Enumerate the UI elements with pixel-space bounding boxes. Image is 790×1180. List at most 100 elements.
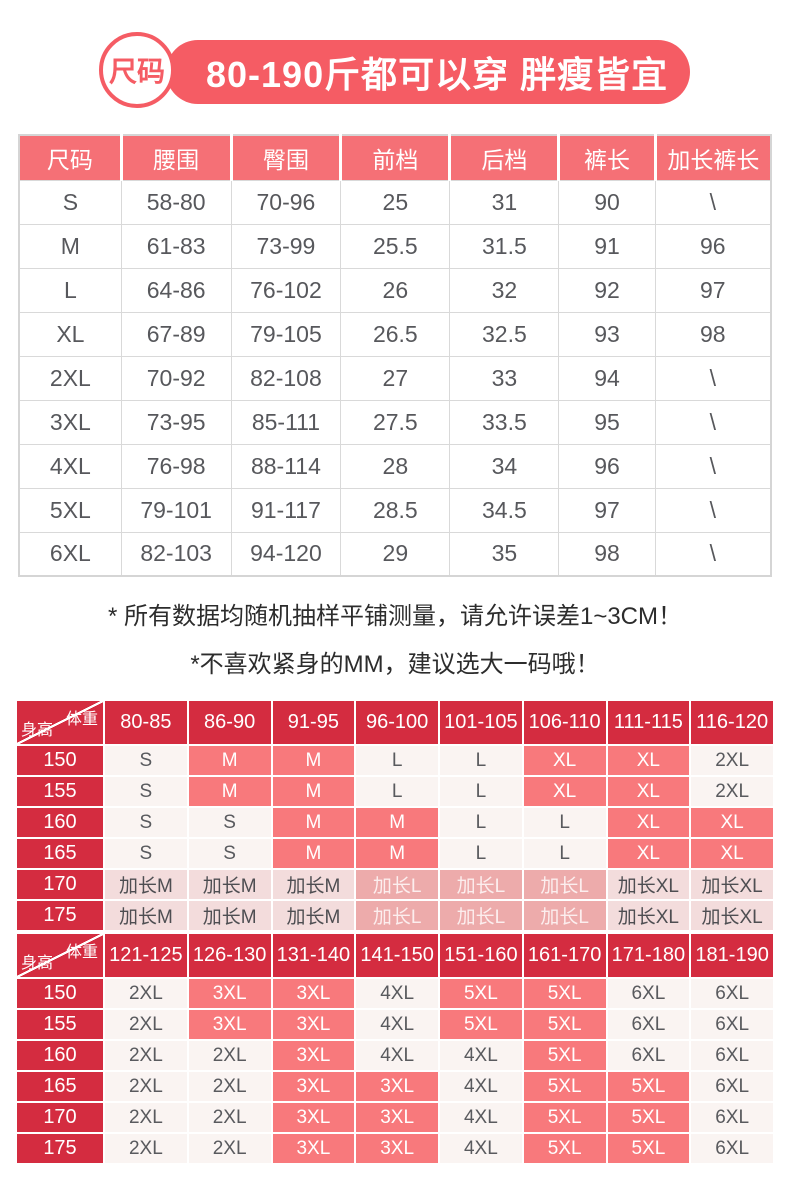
height-weight-matrix-121-190: 体重 身高 121-125 126-130 131-140 141-150 151-160 1… xyxy=(15,932,775,1165)
size-table-head: 尺码 腰围 臀围 前档 后档 裤长 加长裤长 xyxy=(19,135,771,181)
matrix-weight-header: 101-105 xyxy=(438,699,524,746)
size-table-cell: 90 xyxy=(558,179,656,225)
size-table-header-cell: 后档 xyxy=(449,135,561,181)
matrix-weight-header: 111-115 xyxy=(605,699,692,746)
matrix-size-cell: L xyxy=(354,775,440,808)
size-table-cell: 3XL xyxy=(18,399,122,445)
matrix-weight-header: 96-100 xyxy=(354,699,440,746)
matrix-row: 175 2XL 2XL 3XL 3XL 4XL 5XL 5XL 6XL xyxy=(15,1132,775,1165)
matrix-size-cell: 加长L xyxy=(354,868,440,901)
matrix-head: 体重 身高 80-85 86-90 91-95 96-100 101-105 106-110 1… xyxy=(15,699,775,746)
size-table-cell: 91-117 xyxy=(230,487,342,533)
matrix-row: 160 S S M M L L XL XL xyxy=(15,806,775,839)
matrix-size-cell: 2XL xyxy=(103,1070,189,1103)
matrix-corner-cell: 体重 身高 xyxy=(15,932,105,979)
size-table-cell: 79-105 xyxy=(230,311,342,357)
size-table-row: 6XL 82-103 94-120 29 35 98 \ xyxy=(18,531,772,577)
size-table-cell: \ xyxy=(654,531,772,577)
matrix-head: 体重 身高 121-125 126-130 131-140 141-150 151-160 1… xyxy=(15,932,775,979)
matrix-size-cell: 加长XL xyxy=(605,868,692,901)
matrix-weight-header: 131-140 xyxy=(270,932,357,979)
matrix-size-cell: 5XL xyxy=(605,1132,692,1165)
matrix-weight-header: 91-95 xyxy=(270,699,357,746)
matrix-row: 155 S M M L L XL XL 2XL xyxy=(15,775,775,808)
matrix-size-cell: M xyxy=(354,806,440,839)
matrix-size-cell: 3XL xyxy=(270,977,357,1010)
size-table-cell: 31 xyxy=(449,179,560,225)
size-badge-label: 尺码 xyxy=(108,56,165,87)
matrix-size-cell: L xyxy=(438,806,524,839)
matrix-size-cell: 2XL xyxy=(103,977,189,1010)
matrix-size-cell: 2XL xyxy=(186,1132,273,1165)
size-table-cell: 64-86 xyxy=(120,267,232,313)
size-table-cell: XL xyxy=(18,311,122,357)
size-table-cell: L xyxy=(18,267,122,313)
matrix-height-header: 175 xyxy=(15,899,105,932)
matrix-size-cell: S xyxy=(103,744,189,777)
size-table-cell: \ xyxy=(654,179,772,225)
matrix-size-cell: 3XL xyxy=(354,1101,440,1134)
size-table-cell: 91 xyxy=(558,223,656,269)
matrix-header-row: 体重 身高 121-125 126-130 131-140 141-150 151-160 1… xyxy=(15,932,775,979)
size-table-header-row: 尺码 腰围 臀围 前档 后档 裤长 加长裤长 xyxy=(19,135,771,181)
matrix-body: 150 S M M L L XL XL 2XL 155 S M M L L XL XL 2XL 160 S S M M L L X… xyxy=(15,744,775,932)
matrix-row: 170 加长M 加长M 加长M 加长L 加长L 加长L 加长XL 加长XL xyxy=(15,868,775,901)
size-table-row: S 58-80 70-96 25 31 90 \ xyxy=(18,179,772,225)
size-table-row: XL 67-89 79-105 26.5 32.5 93 98 xyxy=(18,311,772,357)
size-table-cell: 26 xyxy=(340,267,451,313)
size-table-header-cell: 腰围 xyxy=(121,135,233,181)
size-table-cell: 5XL xyxy=(18,487,122,533)
size-table-cell: 76-102 xyxy=(230,267,342,313)
matrix-size-cell: S xyxy=(103,837,189,870)
matrix-size-cell: S xyxy=(186,806,273,839)
size-table-cell: 82-103 xyxy=(120,531,232,577)
size-table-cell: 25 xyxy=(340,179,451,225)
height-weight-matrix-80-120: 体重 身高 80-85 86-90 91-95 96-100 101-105 106-110 1… xyxy=(15,699,775,932)
matrix-size-cell: 6XL xyxy=(605,1008,692,1041)
size-table-cell: 35 xyxy=(449,531,560,577)
matrix-size-cell: 3XL xyxy=(186,977,273,1010)
matrix-height-header: 165 xyxy=(15,837,105,870)
matrix-size-cell: XL xyxy=(605,837,692,870)
size-table-cell: 31.5 xyxy=(449,223,560,269)
matrix-size-cell: L xyxy=(438,837,524,870)
matrix-size-cell: S xyxy=(186,837,273,870)
matrix-size-cell: 2XL xyxy=(689,775,775,808)
size-table-cell: 82-108 xyxy=(230,355,342,401)
matrix-header-row: 体重 身高 80-85 86-90 91-95 96-100 101-105 106-110 1… xyxy=(15,699,775,746)
matrix-size-cell: 加长M xyxy=(270,899,357,932)
matrix-height-header: 160 xyxy=(15,806,105,839)
matrix-size-cell: 6XL xyxy=(605,977,692,1010)
size-table-cell: 34 xyxy=(449,443,560,489)
banner-title: 80-190斤都可以穿 胖瘦皆宜 xyxy=(206,54,669,95)
matrix-row: 165 S S M M L L XL XL xyxy=(15,837,775,870)
note-sizing-advice: *不喜欢紧身的MM，建议选大一码哦！ xyxy=(190,651,600,678)
size-table-header-cell: 尺码 xyxy=(19,135,123,181)
size-table-cell: 27 xyxy=(340,355,451,401)
matrix-size-cell: 2XL xyxy=(186,1039,273,1072)
matrix-size-cell: S xyxy=(103,775,189,808)
size-table-header-cell: 臀围 xyxy=(231,135,343,181)
matrix-size-cell: 3XL xyxy=(270,1101,357,1134)
size-table-cell: 98 xyxy=(654,311,772,357)
matrix-size-cell: 加长M xyxy=(186,899,273,932)
matrix-size-cell: L xyxy=(438,775,524,808)
size-table-cell: 73-99 xyxy=(230,223,342,269)
matrix-size-cell: 5XL xyxy=(605,1101,692,1134)
size-table-cell: 94-120 xyxy=(230,531,342,577)
measurement-notes: * 所有数据均随机抽样平铺测量，请允许误差1~3CM！ *不喜欢紧身的MM，建议… xyxy=(0,599,790,683)
matrix-size-cell: 5XL xyxy=(521,1132,608,1165)
matrix-size-cell: 3XL xyxy=(354,1132,440,1165)
matrix-weight-header: 181-190 xyxy=(689,932,775,979)
size-table-row: M 61-83 73-99 25.5 31.5 91 96 xyxy=(18,223,772,269)
matrix-size-cell: XL xyxy=(689,806,775,839)
size-table-cell: 96 xyxy=(558,443,656,489)
matrix-size-cell: M xyxy=(186,775,273,808)
matrix-size-cell: 5XL xyxy=(521,1039,608,1072)
matrix-size-cell: 5XL xyxy=(521,1101,608,1134)
height-weight-recommendation: 体重 身高 80-85 86-90 91-95 96-100 101-105 106-110 1… xyxy=(15,699,775,1165)
size-table-cell: M xyxy=(18,223,122,269)
matrix-size-cell: 4XL xyxy=(438,1132,524,1165)
matrix-size-cell: 2XL xyxy=(689,744,775,777)
corner-weight-label: 体重 xyxy=(65,711,98,728)
